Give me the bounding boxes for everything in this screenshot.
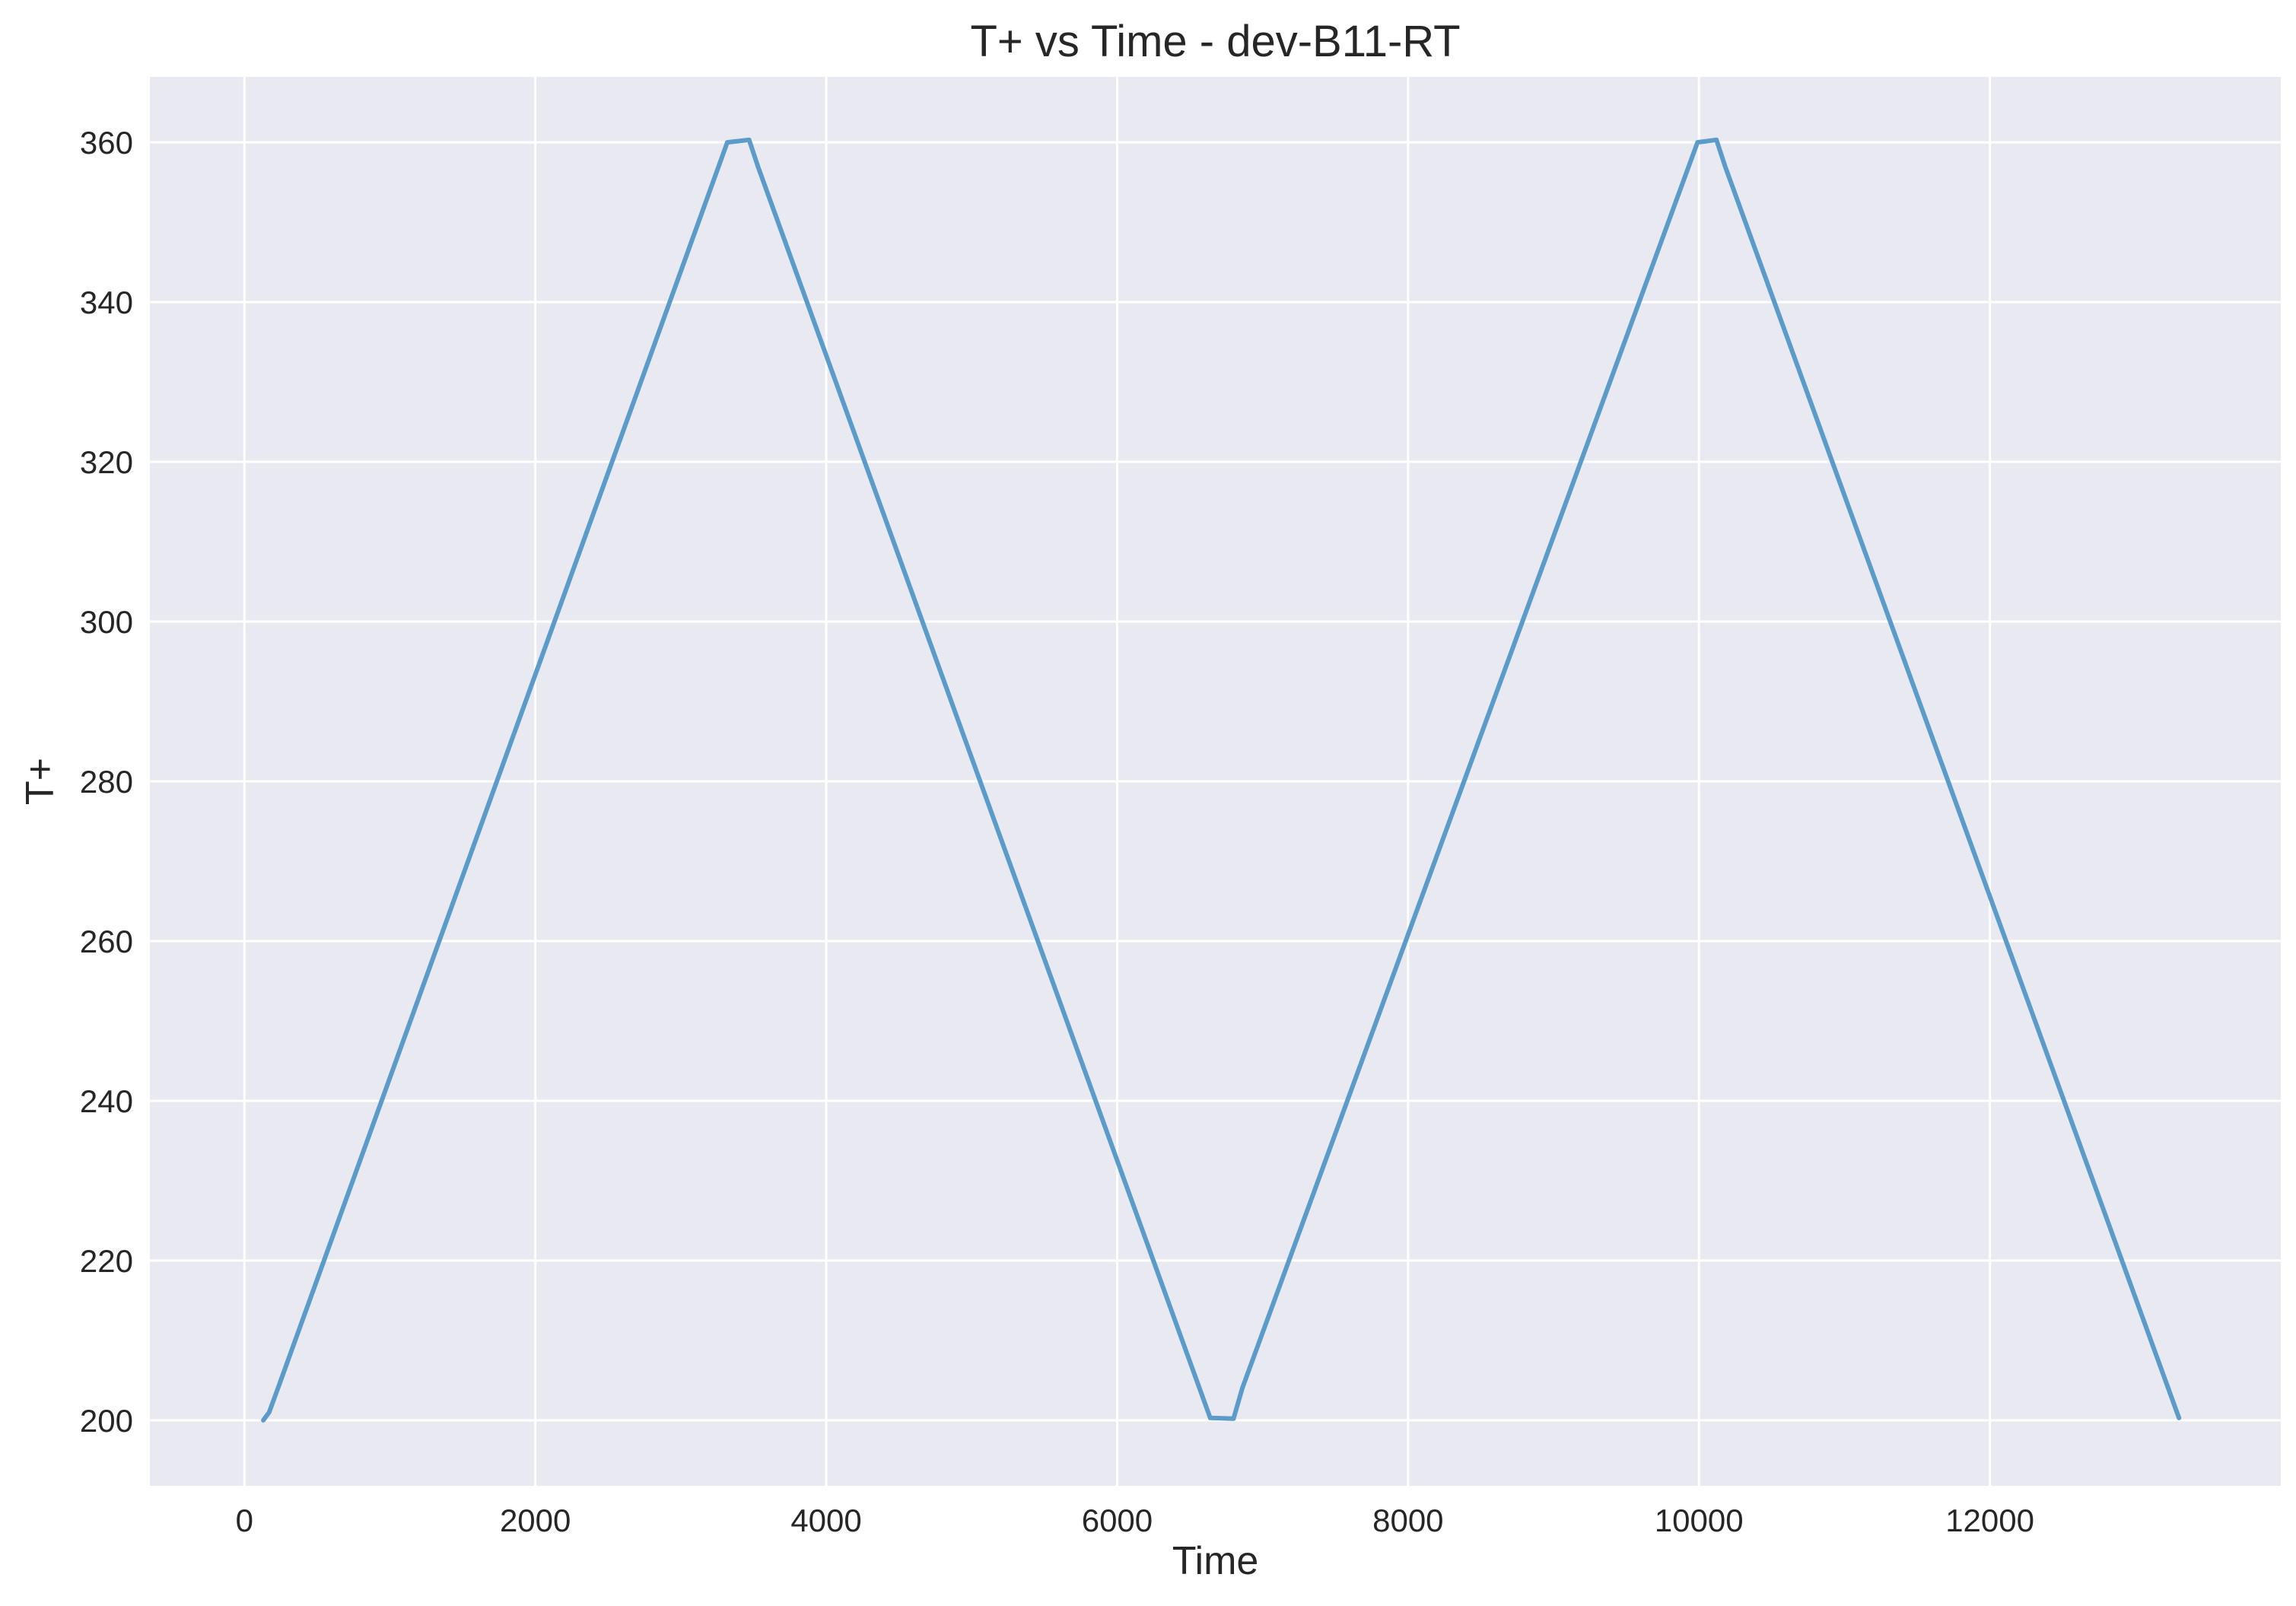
y-tick-label: 360 (80, 125, 133, 161)
y-tick-label: 240 (80, 1083, 133, 1119)
x-tick-label: 12000 (1945, 1503, 2034, 1538)
y-axis-label: T+ (18, 758, 62, 805)
y-tick-label: 320 (80, 444, 133, 480)
x-axis-label: Time (1172, 1539, 1259, 1583)
series-layer (261, 137, 2182, 1423)
y-tick-label: 300 (80, 604, 133, 640)
x-tick-label: 2000 (500, 1503, 571, 1538)
series-line (261, 137, 2182, 1423)
y-tick-label: 220 (80, 1243, 133, 1279)
x-tick-label: 0 (236, 1503, 253, 1538)
x-tick-label: 10000 (1655, 1503, 1744, 1538)
x-tick-label: 4000 (790, 1503, 861, 1538)
y-tick-label: 280 (80, 764, 133, 800)
y-tick-label: 340 (80, 285, 133, 320)
x-tick-labels: 0 2000 4000 6000 8000 10000 12000 (236, 1503, 2034, 1538)
x-tick-label: 6000 (1082, 1503, 1153, 1538)
y-tick-labels: 200 220 240 260 280 300 320 340 360 (80, 125, 133, 1439)
x-tick-label: 8000 (1372, 1503, 1443, 1538)
y-tick-label: 260 (80, 924, 133, 959)
chart-title: T+ vs Time - dev-B11-RT (970, 17, 1460, 66)
y-tick-label: 200 (80, 1403, 133, 1439)
